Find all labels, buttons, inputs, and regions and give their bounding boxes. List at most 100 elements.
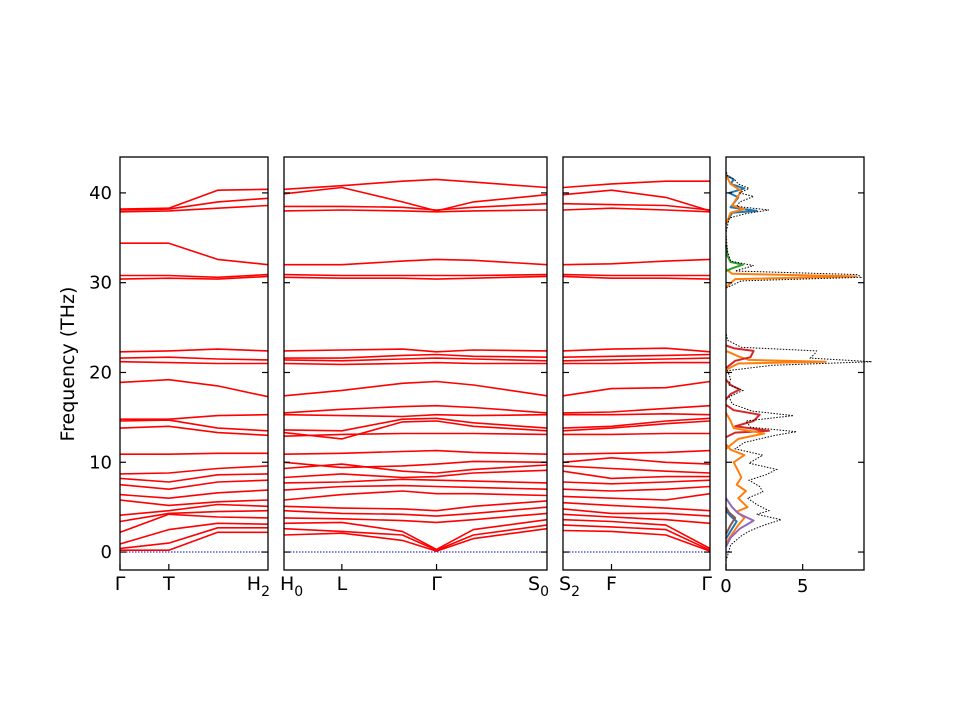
band-line (119, 465, 269, 475)
band-line (119, 197, 269, 211)
y-tick-label: 30 (89, 273, 112, 294)
panel-frame (725, 156, 865, 571)
band-line (562, 449, 711, 455)
band-line (283, 432, 548, 437)
band-line (283, 460, 548, 469)
y-tick-label: 0 (101, 542, 112, 563)
band-line (562, 529, 711, 552)
band-line (119, 479, 269, 490)
k-point-label: Γ (701, 573, 712, 595)
k-point-label: H2 (247, 573, 270, 600)
k-point-label: H0 (280, 573, 303, 600)
band-line (119, 473, 269, 483)
band-line (562, 189, 711, 212)
band-line (119, 204, 269, 213)
partial-dos-curve (725, 412, 766, 450)
k-point-label: F (606, 573, 617, 595)
band-line (283, 478, 548, 484)
band-line (562, 518, 711, 550)
band-line (119, 527, 268, 550)
y-tick-label: 40 (89, 183, 112, 204)
partial-dos-curve (725, 268, 858, 288)
band-line (283, 420, 548, 440)
band-line (119, 356, 269, 361)
k-point-label: T (162, 573, 175, 595)
partial-dos-curve (725, 506, 737, 535)
partial-dos-curve (725, 497, 755, 548)
band-line (562, 180, 710, 189)
band-line (283, 518, 548, 551)
band-line (119, 503, 269, 516)
band-line (283, 209, 548, 213)
band-line (120, 242, 269, 266)
band-line (562, 258, 711, 266)
band-line (562, 457, 711, 465)
band-line (119, 378, 269, 398)
band-line (562, 380, 711, 397)
band-line (283, 273, 548, 277)
band-line (120, 452, 268, 455)
band-line (562, 347, 711, 353)
band-line (283, 186, 548, 212)
partial-dos-curve (725, 174, 746, 225)
band-line (283, 527, 548, 552)
partial-dos-curve (725, 379, 741, 401)
partial-dos-curve (725, 174, 758, 225)
band-line (283, 449, 548, 455)
band-line (283, 463, 548, 474)
band-line (283, 404, 548, 414)
band-line (283, 506, 548, 517)
band-line (119, 499, 269, 507)
band-line (119, 489, 269, 499)
band-line (562, 357, 711, 362)
band-line (562, 524, 711, 551)
partial-dos-curve (725, 510, 738, 540)
band-line (562, 353, 711, 358)
band-line (283, 275, 548, 280)
k-point-label: S2 (559, 573, 580, 600)
band-line (119, 188, 269, 210)
panel-frame (119, 156, 269, 571)
band-line (562, 479, 711, 485)
band-line (283, 357, 548, 362)
band-line (562, 417, 711, 429)
band-line (562, 273, 710, 277)
band-panel-3: S2 F Γ (559, 156, 712, 600)
band-line (283, 490, 548, 501)
band-line (119, 509, 269, 523)
partial-dos-curve (725, 349, 827, 371)
panel-frame (562, 156, 711, 571)
x-tick-label: 0 (720, 576, 731, 597)
band-line (119, 425, 269, 437)
band-line (283, 361, 547, 366)
band-line (562, 207, 711, 213)
band-panel-1: 0 10 20 30 40 Γ T H2 (89, 156, 270, 600)
band-line (119, 360, 268, 365)
band-line (562, 470, 710, 480)
band-panel-2: H0 L Γ S0 (280, 156, 549, 600)
band-line (562, 465, 711, 474)
band-line (562, 513, 711, 525)
partial-dos-curve (725, 344, 755, 369)
band-line (119, 419, 269, 432)
k-point-label: Γ (431, 573, 442, 595)
partial-dos-curve (725, 244, 744, 272)
band-line (120, 531, 268, 551)
partial-dos-curve (725, 443, 749, 544)
band-line (284, 202, 548, 211)
total-dos-curve (725, 170, 872, 562)
band-line (283, 512, 548, 524)
k-point-label: S0 (528, 573, 549, 600)
band-line (283, 417, 548, 432)
y-axis-label: Frequency (THz) (57, 287, 79, 442)
band-line (119, 275, 269, 280)
band-line (562, 420, 711, 432)
k-point-label: Γ (115, 573, 126, 595)
band-line (283, 348, 548, 353)
band-line (563, 361, 710, 365)
k-point-label: L (337, 573, 348, 595)
y-tick-label: 10 (89, 452, 112, 473)
